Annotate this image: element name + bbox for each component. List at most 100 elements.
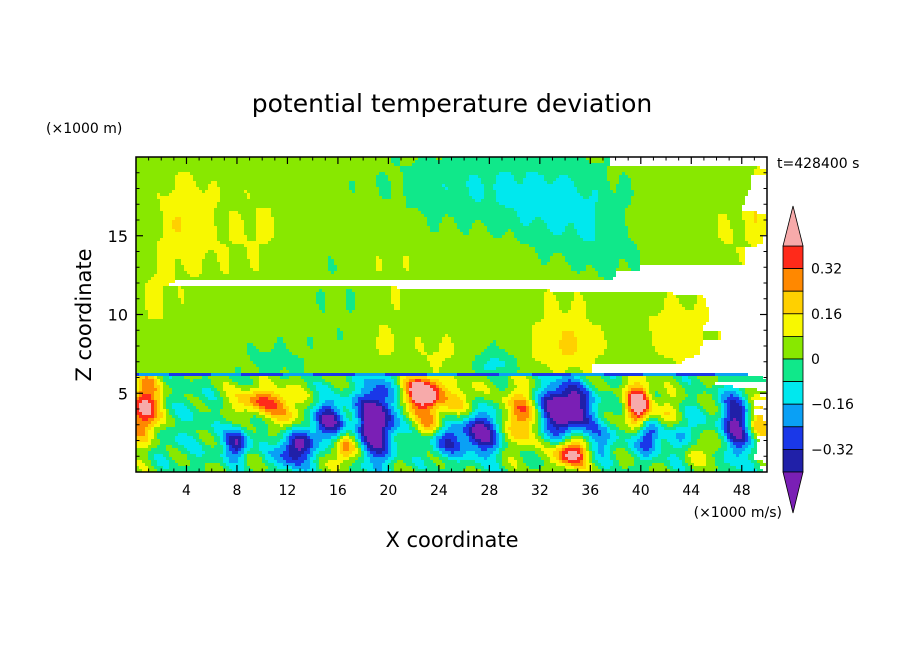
field-cell (751, 415, 754, 418)
field-cell (487, 448, 496, 451)
field-cell (532, 340, 559, 343)
field-cell (637, 430, 640, 433)
field-cell (319, 421, 322, 424)
field-cell (136, 244, 157, 247)
field-cell (676, 427, 691, 430)
field-cell (610, 421, 625, 424)
field-cell (241, 427, 247, 430)
field-cell (145, 289, 163, 292)
field-cell (415, 463, 424, 466)
field-cell (475, 433, 490, 436)
field-cell (544, 316, 586, 319)
field-cell (217, 181, 349, 184)
field-cell (736, 466, 754, 469)
field-cell (628, 394, 631, 397)
field-cell (379, 256, 403, 259)
field-cell (259, 244, 529, 247)
field-cell (550, 415, 583, 418)
field-cell (244, 229, 256, 232)
field-cell (388, 436, 391, 439)
field-cell (688, 442, 697, 445)
field-cell (409, 427, 415, 430)
field-cell (361, 391, 370, 394)
field-cell (136, 418, 142, 421)
field-cell (214, 421, 220, 424)
field-cell (571, 373, 604, 376)
x-tick-label: 16 (329, 483, 347, 499)
field-cell (643, 388, 646, 391)
field-cell (400, 418, 403, 421)
field-cell (559, 346, 577, 349)
field-cell (256, 238, 271, 241)
field-cell (718, 235, 733, 238)
field-cell (619, 178, 631, 181)
field-cell (391, 187, 403, 190)
field-cell (250, 418, 262, 421)
field-cell (574, 181, 610, 184)
field-cell (616, 424, 628, 427)
field-cell (748, 436, 751, 439)
field-cell (445, 466, 466, 469)
field-cell (361, 466, 373, 469)
field-cell (178, 442, 199, 445)
field-cell (535, 421, 538, 424)
field-cell (739, 388, 745, 391)
field-cell (586, 265, 592, 268)
field-cell (469, 187, 484, 190)
field-cell (616, 187, 631, 190)
field-cell (241, 448, 244, 451)
field-cell (415, 427, 418, 430)
field-cell (295, 439, 304, 442)
field-cell (745, 226, 766, 229)
field-cell (289, 442, 292, 445)
field-cell (607, 166, 757, 169)
field-cell (448, 388, 460, 391)
field-cell (136, 433, 145, 436)
field-cell (319, 427, 325, 430)
field-cell (409, 409, 415, 412)
field-cell (655, 445, 661, 448)
field-cell (247, 352, 292, 355)
field-cell (466, 424, 472, 427)
field-cell (292, 424, 310, 427)
field-cell (742, 433, 745, 436)
field-cell (616, 376, 622, 379)
field-cell (583, 445, 586, 448)
field-cell (409, 403, 412, 406)
field-cell (166, 409, 169, 412)
field-cell (664, 304, 682, 307)
field-cell (565, 388, 580, 391)
colorbar-box (782, 403, 804, 428)
field-cell (340, 430, 346, 433)
field-cell (238, 457, 244, 460)
field-cell (445, 358, 475, 361)
field-cell (136, 319, 541, 322)
field-cell (595, 223, 625, 226)
field-cell (454, 343, 490, 346)
field-cell (355, 427, 358, 430)
field-cell (412, 412, 415, 415)
field-cell (742, 409, 745, 412)
field-cell (631, 454, 637, 457)
field-cell (289, 448, 298, 451)
field-cell (163, 397, 166, 400)
field-cell (163, 406, 166, 409)
field-cell (649, 409, 652, 412)
field-cell (643, 397, 646, 400)
field-cell (352, 379, 364, 382)
field-cell (361, 463, 373, 466)
field-cell (646, 403, 649, 406)
field-cell (229, 400, 238, 403)
field-cell (154, 406, 157, 409)
field-cell (286, 430, 292, 433)
field-cell (163, 214, 214, 217)
field-cell (301, 463, 310, 466)
field-cell (217, 232, 229, 235)
field-cell (601, 328, 649, 331)
field-cell (136, 466, 139, 469)
field-cell (187, 397, 199, 400)
field-cell (403, 265, 409, 268)
field-cell (601, 397, 619, 400)
field-cell (637, 421, 643, 424)
field-cell (592, 469, 601, 472)
